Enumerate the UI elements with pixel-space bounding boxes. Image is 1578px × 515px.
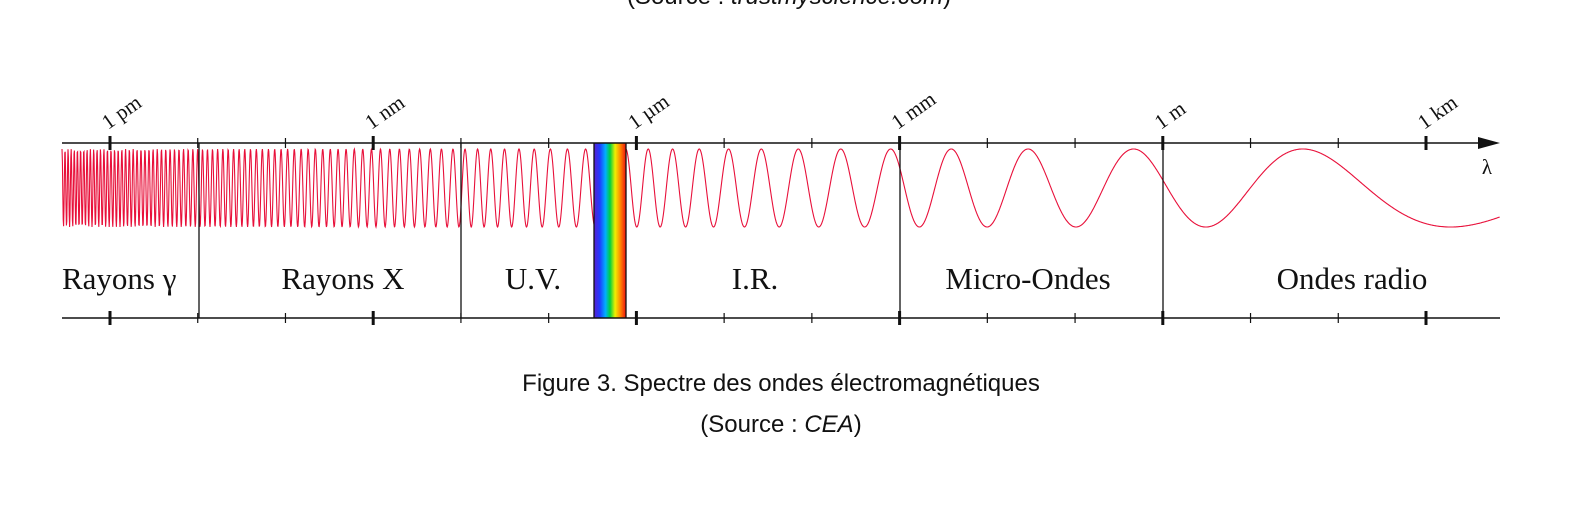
source-name: CEA bbox=[804, 411, 853, 438]
region-label: Rayons γ bbox=[62, 261, 176, 296]
source-prefix: (Source : bbox=[627, 0, 724, 10]
wave bbox=[61, 147, 1500, 230]
region-label: I.R. bbox=[732, 261, 779, 296]
source-suffix: ) bbox=[943, 0, 951, 10]
tick-label: 1 pm bbox=[97, 90, 146, 134]
tick-label: 1 µm bbox=[624, 89, 674, 134]
source-name: trustmyscience.com bbox=[731, 0, 943, 10]
source-prefix: (Source : bbox=[700, 411, 797, 438]
wave-line bbox=[625, 148, 1500, 228]
caption-source: (Source : CEA) bbox=[700, 411, 861, 438]
tick-label: 1 m bbox=[1150, 96, 1190, 134]
caption-title: Figure 3. Spectre des ondes électromagné… bbox=[522, 370, 1040, 397]
region-label: Micro-Ondes bbox=[945, 261, 1110, 296]
tick-label: 1 nm bbox=[360, 90, 409, 134]
region-label: Rayons X bbox=[281, 261, 404, 296]
axis-label: λ bbox=[1482, 155, 1493, 179]
top-source: (Source : trustmyscience.com) bbox=[627, 0, 951, 10]
tick-label: 1 mm bbox=[887, 87, 940, 134]
region-label: Ondes radio bbox=[1277, 261, 1428, 296]
region-label: U.V. bbox=[505, 261, 561, 296]
axis-arrow bbox=[1478, 137, 1500, 149]
wave-line bbox=[61, 147, 595, 230]
source-suffix: ) bbox=[854, 411, 862, 438]
dividers bbox=[198, 143, 1164, 318]
visible-spectrum bbox=[594, 143, 626, 318]
tick-label: 1 km bbox=[1413, 90, 1462, 134]
